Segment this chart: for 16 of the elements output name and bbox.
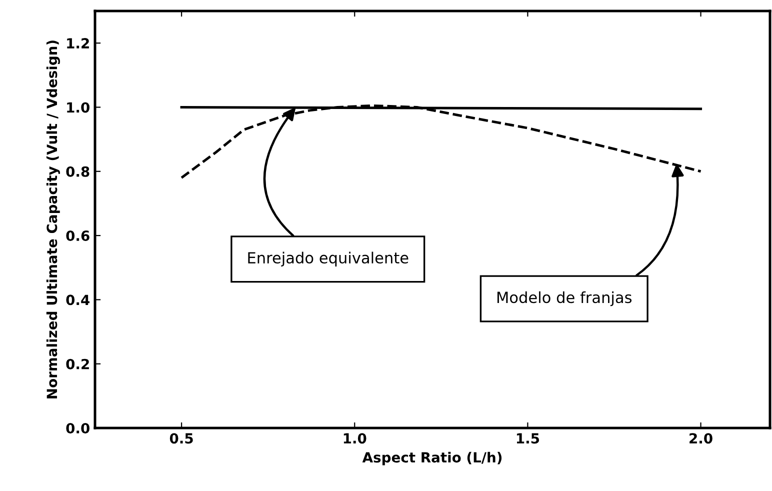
x-tick-label: 1.0	[344, 433, 366, 444]
y-axis-title: Normalized Ultimate Capacity (Vult / Vdesign)	[46, 40, 60, 398]
line-series	[180, 104, 702, 180]
y-tick-label: 0.4	[66, 294, 90, 306]
y-tick-label: 0.0	[66, 422, 90, 434]
y-tick-label: 1.2	[67, 38, 89, 48]
x-axis-title: Aspect Ratio (L/h)	[362, 452, 502, 466]
x-tick-label: 1.5	[516, 433, 540, 444]
x-tick-label: 0.5	[170, 433, 193, 444]
x-tick-label: 2.0	[690, 433, 712, 444]
y-tick-label: 0.8	[66, 166, 90, 177]
annotation: Enrejado equivalente	[248, 252, 408, 267]
y-tick-label: 0.6	[66, 230, 90, 242]
y-tick-label: 0.2	[66, 358, 89, 370]
y-tick-label: 1.0	[67, 102, 90, 113]
annotation: Modelo de franjas	[497, 291, 632, 306]
